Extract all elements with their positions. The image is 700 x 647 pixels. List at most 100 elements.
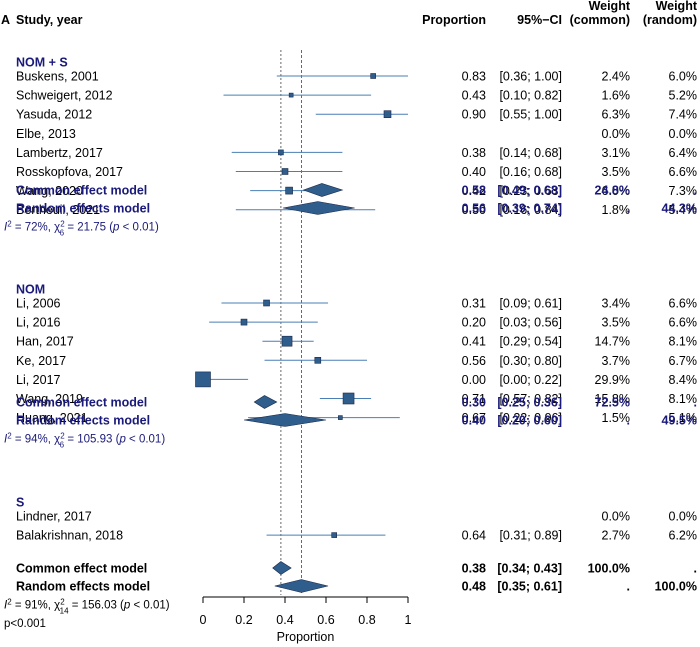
random-effect-ci: [0.20; 0.60] — [497, 414, 562, 428]
study-label: Li, 2016 — [16, 316, 61, 330]
panel-label: A — [1, 13, 10, 27]
study-label: Lindner, 2017 — [16, 510, 92, 524]
study-ci: [0.09; 0.61] — [499, 297, 562, 311]
common-effect-weight-random: . — [694, 396, 697, 410]
study-weight-random: 6.6% — [669, 297, 698, 311]
study-weight-random: 8.1% — [669, 392, 698, 406]
common-effect-proportion: 0.38 — [462, 562, 486, 576]
common-effect-label: Common effect model — [16, 184, 147, 198]
study-proportion: 0.20 — [462, 316, 486, 330]
study-marker — [263, 299, 270, 307]
study-proportion: 0.90 — [462, 108, 486, 122]
common-effect-diamond — [253, 395, 278, 409]
random-effect-proportion: 0.40 — [462, 414, 486, 428]
random-effect-weight-random: 49.5% — [662, 414, 697, 428]
x-tick-label: 1 — [405, 613, 412, 627]
common-effect-weight-common: 100.0% — [588, 562, 630, 576]
study-weight-random: 0.0% — [669, 127, 698, 141]
study-weight-common: 15.8% — [595, 392, 630, 406]
common-effect-ci: [0.25; 0.36] — [497, 396, 562, 410]
heterogeneity-stats: I2 = 94%, χ2 6 = 105.93 (p < 0.01) — [4, 431, 165, 449]
study-ci: [0.22; 0.96] — [499, 411, 562, 425]
study-marker — [240, 318, 248, 326]
x-tick-label: 0.8 — [358, 613, 375, 627]
random-effect-label: Random effects model — [16, 414, 150, 428]
study-weight-random: 6.4% — [669, 146, 698, 160]
study-weight-random: 5.2% — [669, 89, 698, 103]
study-ci: [0.23; 0.63] — [499, 184, 562, 198]
study-label: Li, 2006 — [16, 297, 61, 311]
study-weight-random: 5.1% — [669, 411, 698, 425]
study-label: Li, 2017 — [16, 373, 61, 387]
study-weight-common: 6.0% — [602, 184, 631, 198]
common-effect-weight-common: 24.8% — [595, 184, 630, 198]
study-weight-common: 0.0% — [602, 127, 631, 141]
random-effect-proportion: 0.48 — [462, 580, 486, 594]
study-ci: [0.36; 1.00] — [499, 70, 562, 84]
x-tick-label: 0.4 — [276, 613, 293, 627]
study-marker — [285, 186, 293, 195]
random-effect-weight-common: . — [627, 202, 630, 216]
study-weight-common: 2.4% — [602, 70, 631, 84]
study-marker — [195, 371, 211, 388]
heterogeneity-stats: I2 = 72%, χ2 6 = 21.75 (p < 0.01) — [4, 219, 159, 237]
x-tick-label: 0.6 — [317, 613, 334, 627]
random-effect-weight-common: . — [627, 414, 630, 428]
study-ci: [0.00; 0.22] — [499, 373, 562, 387]
random-effect-weight-random: 100.0% — [655, 580, 697, 594]
study-proportion: 0.83 — [462, 70, 486, 84]
study-proportion: 0.40 — [462, 165, 486, 179]
study-proportion: 0.31 — [462, 297, 486, 311]
study-label: Rosskopfova, 2017 — [16, 165, 123, 179]
study-weight-random: 8.4% — [669, 373, 698, 387]
random-effect-label: Random effects model — [16, 202, 150, 216]
study-weight-common: 2.7% — [602, 529, 631, 543]
study-weight-common: 0.0% — [602, 510, 631, 524]
study-marker — [288, 92, 294, 98]
study-weight-common: 1.8% — [602, 203, 631, 217]
study-proportion: 0.64 — [462, 529, 486, 543]
study-label: Buskens, 2001 — [16, 70, 99, 84]
study-weight-random: 6.0% — [669, 70, 698, 84]
study-label: Elbe, 2013 — [16, 127, 76, 141]
study-proportion: 0.71 — [462, 392, 486, 406]
study-weight-common: 1.5% — [602, 411, 631, 425]
study-proportion: 0.50 — [462, 203, 486, 217]
random-effect-diamond — [243, 413, 327, 427]
x-tick-label: 0 — [200, 613, 207, 627]
study-ci: [0.30; 0.80] — [499, 354, 562, 368]
study-marker — [338, 415, 343, 420]
study-weight-common: 1.6% — [602, 89, 631, 103]
common-effect-label: Common effect model — [16, 562, 147, 576]
header-weight-random-sub: (random) — [643, 13, 697, 27]
header-weight-random: Weight — [656, 0, 698, 13]
study-ci: [0.57; 0.82] — [499, 392, 562, 406]
study-ci: [0.55; 1.00] — [499, 108, 562, 122]
study-proportion: 0.56 — [462, 354, 486, 368]
common-effect-weight-common: 72.5% — [595, 396, 630, 410]
study-weight-random: 8.1% — [669, 335, 698, 349]
study-marker — [281, 168, 289, 175]
common-effect-weight-random: . — [694, 184, 697, 198]
study-weight-common: 3.4% — [602, 297, 631, 311]
header-weight-common-sub: (common) — [570, 13, 630, 27]
study-ci: [0.16; 0.68] — [499, 165, 562, 179]
study-marker — [342, 392, 355, 405]
study-label: Schweigert, 2012 — [16, 89, 113, 103]
common-effect-ci: [0.34; 0.43] — [497, 562, 562, 576]
study-label: Ke, 2017 — [16, 354, 66, 368]
study-label: Yasuda, 2012 — [16, 108, 92, 122]
study-label: Wang, 2020 — [16, 184, 83, 198]
common-effect-weight-random: . — [694, 562, 697, 576]
common-effect-diamond — [272, 561, 292, 575]
study-ci: [0.10; 0.82] — [499, 89, 562, 103]
study-ci: [0.29; 0.54] — [499, 335, 562, 349]
study-marker — [370, 73, 376, 79]
study-weight-common: 3.5% — [602, 165, 631, 179]
study-weight-random: 6.2% — [669, 529, 698, 543]
p-value-footnote: p<0.001 — [4, 618, 46, 630]
study-weight-common: 6.3% — [602, 108, 631, 122]
random-effect-ci: [0.39; 0.74] — [497, 202, 562, 216]
study-label: Bertheuil, 2021 — [16, 203, 100, 217]
study-weight-random: 6.6% — [669, 165, 698, 179]
